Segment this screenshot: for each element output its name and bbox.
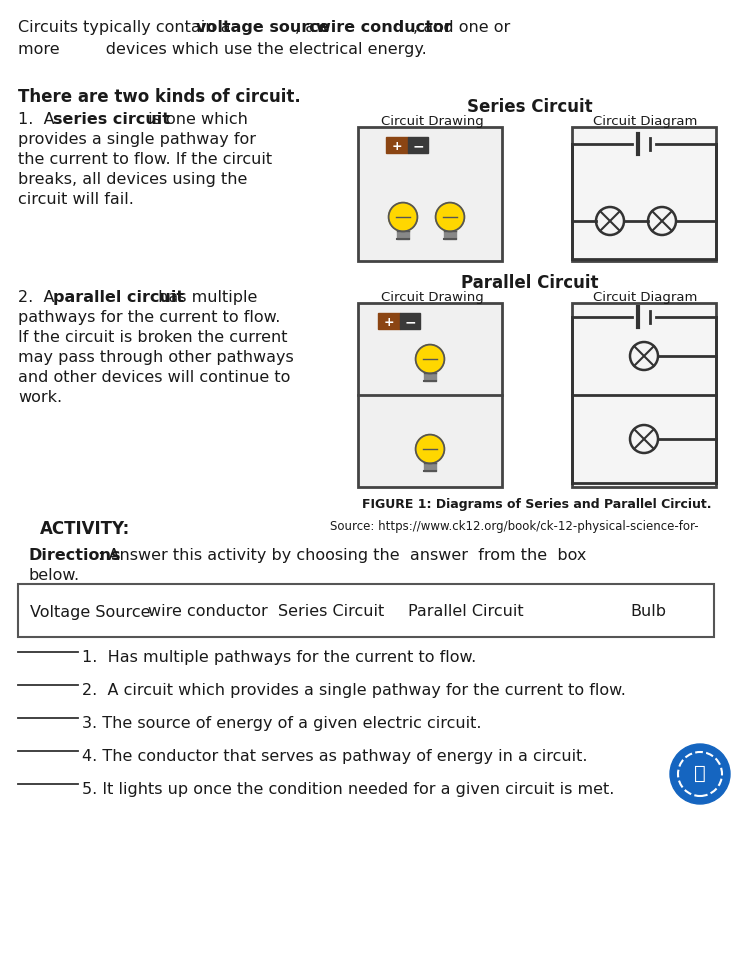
Text: voltage source: voltage source: [196, 20, 329, 35]
Bar: [572, 128, 716, 262]
Text: 🔍: 🔍: [694, 762, 706, 781]
Bar: [18, 584, 714, 638]
Bar: [444, 233, 456, 239]
Text: 4. The conductor that serves as pathway of energy in a circuit.: 4. The conductor that serves as pathway …: [82, 748, 588, 763]
Bar: [424, 374, 436, 381]
Text: FIGURE 1: Diagrams of Series and Parallel Circiut.: FIGURE 1: Diagrams of Series and Paralle…: [362, 497, 712, 511]
Text: the current to flow. If the circuit: the current to flow. If the circuit: [18, 152, 272, 167]
Text: is one which: is one which: [143, 112, 248, 127]
Text: has multiple: has multiple: [153, 290, 258, 305]
Text: There are two kinds of circuit.: There are two kinds of circuit.: [18, 88, 301, 106]
Text: −: −: [404, 314, 416, 329]
Bar: [358, 128, 502, 262]
Bar: [572, 304, 716, 488]
Text: Voltage Source: Voltage Source: [30, 604, 151, 618]
Text: Parallel Circuit: Parallel Circuit: [408, 604, 523, 618]
Bar: [378, 314, 400, 330]
Text: may pass through other pathways: may pass through other pathways: [18, 350, 294, 365]
Text: parallel circuit: parallel circuit: [53, 290, 184, 305]
Text: +: +: [384, 315, 395, 328]
Text: Source: https://www.ck12.org/book/ck-12-physical-science-for-: Source: https://www.ck12.org/book/ck-12-…: [330, 519, 698, 533]
Text: Bulb: Bulb: [630, 604, 666, 618]
Text: Circuit Drawing: Circuit Drawing: [381, 291, 483, 304]
Text: wire conductor: wire conductor: [316, 20, 452, 35]
Text: 2.  A: 2. A: [18, 290, 59, 305]
Text: , and one or: , and one or: [413, 20, 510, 35]
Circle shape: [436, 203, 464, 233]
Bar: [386, 138, 408, 153]
Text: If the circuit is broken the current: If the circuit is broken the current: [18, 330, 288, 345]
Text: Circuit Diagram: Circuit Diagram: [593, 291, 697, 304]
Bar: [408, 138, 428, 153]
Bar: [400, 314, 420, 330]
Text: Circuit Diagram: Circuit Diagram: [593, 115, 697, 128]
Text: wire conductor: wire conductor: [148, 604, 268, 618]
Text: circuit will fail.: circuit will fail.: [18, 192, 134, 207]
Text: 5. It lights up once the condition needed for a given circuit is met.: 5. It lights up once the condition neede…: [82, 781, 614, 796]
Text: pathways for the current to flow.: pathways for the current to flow.: [18, 310, 280, 325]
Circle shape: [416, 345, 444, 374]
Text: Circuits typically contain a: Circuits typically contain a: [18, 20, 236, 35]
Bar: [397, 233, 409, 239]
Text: Directions: Directions: [28, 547, 121, 562]
Text: Parallel Circuit: Parallel Circuit: [461, 274, 599, 292]
Text: −: −: [412, 139, 424, 152]
Text: 1.  A: 1. A: [18, 112, 60, 127]
Text: work.: work.: [18, 390, 62, 405]
Circle shape: [416, 436, 444, 464]
Bar: [358, 304, 502, 488]
Text: Circuit Drawing: Circuit Drawing: [381, 115, 483, 128]
Text: provides a single pathway for: provides a single pathway for: [18, 132, 256, 147]
Text: series circuit: series circuit: [53, 112, 170, 127]
Text: breaks, all devices using the: breaks, all devices using the: [18, 172, 247, 187]
Circle shape: [670, 744, 730, 804]
Text: Series Circuit: Series Circuit: [467, 98, 593, 116]
Text: : Answer this activity by choosing the  answer  from the  box: : Answer this activity by choosing the a…: [98, 547, 586, 562]
Text: Series Circuit: Series Circuit: [278, 604, 384, 618]
Text: more         devices which use the electrical energy.: more devices which use the electrical en…: [18, 42, 427, 57]
Text: , a: , a: [295, 20, 321, 35]
Text: 2.  A circuit which provides a single pathway for the current to flow.: 2. A circuit which provides a single pat…: [82, 682, 626, 698]
Circle shape: [389, 203, 417, 233]
Text: 1.  Has multiple pathways for the current to flow.: 1. Has multiple pathways for the current…: [82, 649, 477, 664]
Text: ACTIVITY:: ACTIVITY:: [40, 519, 130, 537]
Text: and other devices will continue to: and other devices will continue to: [18, 370, 291, 385]
Bar: [424, 464, 436, 471]
Text: +: +: [392, 139, 403, 152]
Text: below.: below.: [28, 567, 79, 582]
Text: 3. The source of energy of a given electric circuit.: 3. The source of energy of a given elect…: [82, 716, 482, 730]
